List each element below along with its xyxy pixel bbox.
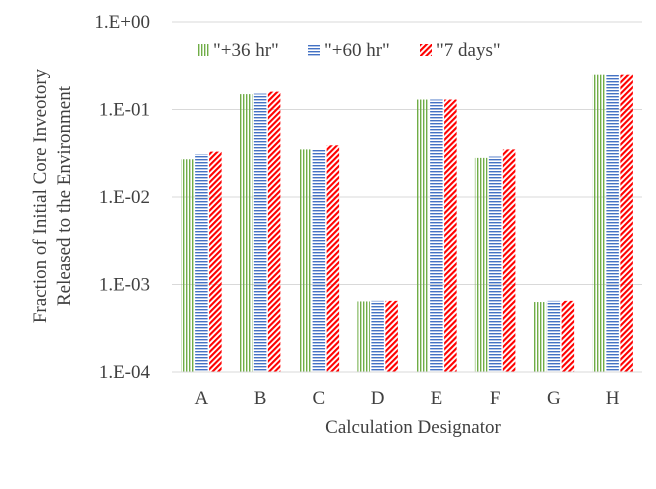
y-tick-label: 1.E+00 [94,12,150,33]
bar-e-series-1 [416,99,429,372]
x-tick-label: G [547,388,561,409]
bar-b-series-3 [267,91,281,373]
bar-c-series-3 [326,145,340,372]
x-tick-label: F [490,388,501,409]
bar-f-series-3 [502,149,516,372]
legend-label-3: "7 days" [436,40,501,61]
x-tick-label: A [195,388,209,409]
x-axis-title: Calculation Designator [325,417,501,438]
bar-g-series-1 [533,302,547,372]
bar-h-series-1 [592,74,605,373]
y-tick-label: 1.E-04 [99,362,151,383]
legend: "+36 hr" "+60 hr" "7 days" [197,40,501,61]
bar-e-series-2 [430,99,443,372]
bar-c-series-1 [298,149,312,372]
bar-a-series-3 [209,151,222,372]
y-tick-label: 1.E-02 [99,187,150,208]
bar-f-series-2 [488,156,502,372]
bar-c-series-2 [312,149,326,372]
x-tick-label: H [606,388,620,409]
legend-label-2: "+60 hr" [324,40,390,61]
bar-a-series-1 [181,159,194,372]
y-axis-title-line-2: Released to the Environment [54,85,75,306]
x-tick-label: B [254,388,267,409]
bar-h-series-2 [606,74,619,373]
x-tick-label: C [313,388,326,409]
bars [181,74,633,373]
bar-g-series-2 [547,300,561,372]
x-tick-label: E [431,388,443,409]
y-tick-label: 1.E-01 [99,100,150,121]
axes: 1.E-04 1.E-03 1.E-02 1.E-01 1.E+00 A B C D E F G H [94,12,642,409]
bar-d-series-1 [357,301,370,372]
bar-f-series-1 [474,157,488,372]
legend-label-1: "+36 hr" [213,40,279,61]
bar-g-series-3 [561,300,575,372]
bar-b-series-2 [253,93,267,372]
x-tick-label: D [371,388,385,409]
legend-swatch-3 [420,44,432,56]
y-tick-label: 1.E-03 [99,275,150,296]
bar-a-series-2 [195,154,208,372]
bar-d-series-2 [371,300,384,372]
legend-swatch-1 [197,44,209,56]
legend-swatch-2 [308,44,320,56]
bar-e-series-3 [444,99,457,372]
bar-b-series-1 [239,94,253,373]
y-axis-title-line-1: Fraction of Initial Core Inveotory [30,68,51,323]
bar-h-series-3 [620,74,633,373]
bar-d-series-3 [385,300,398,372]
